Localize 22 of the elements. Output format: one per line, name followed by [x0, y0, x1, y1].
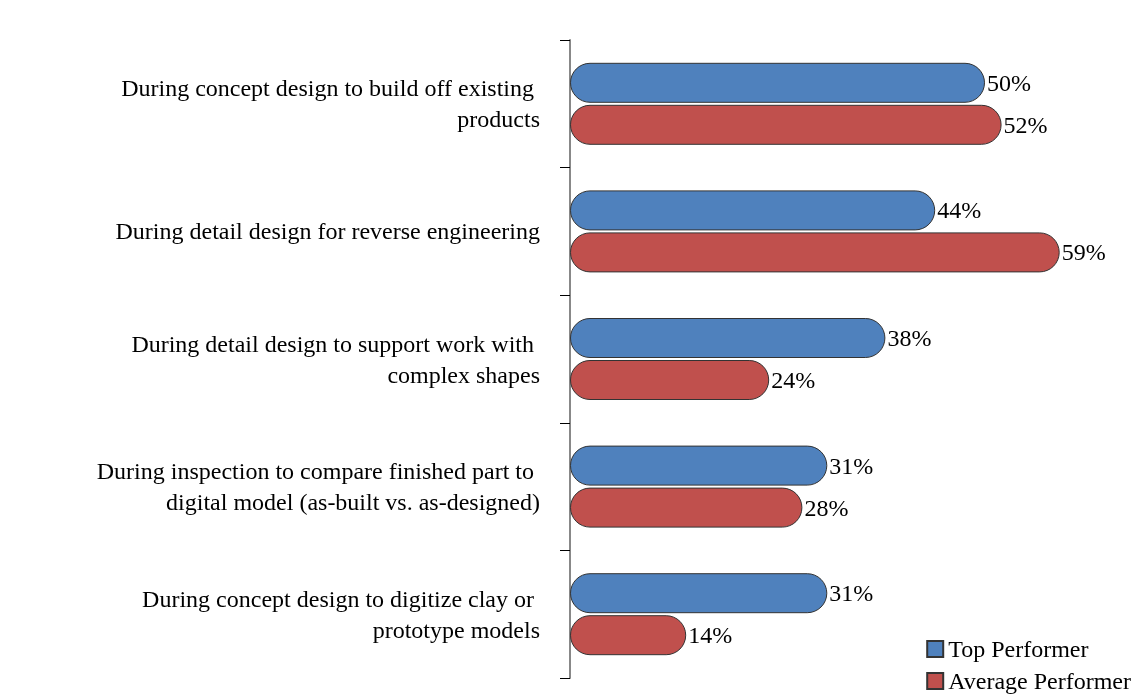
y-tick-label: During inspection to compare finished part to digital model (as-built vs. as-designed): [96, 458, 540, 516]
bar: [570, 573, 828, 614]
data-label: 28%: [804, 494, 849, 521]
legend-label: Average Performer: [948, 668, 1132, 694]
data-label: 44%: [937, 197, 982, 224]
data-label: 31%: [829, 452, 874, 479]
data-label: 31%: [829, 580, 874, 607]
data-label: 59%: [1061, 239, 1106, 266]
y-tick-label: During detail design for reverse engineering: [115, 218, 540, 245]
bar: [570, 62, 985, 103]
bar: [570, 360, 770, 400]
y-tick-label: During concept design to digitize clay or prototype models: [142, 585, 540, 643]
data-label: 14%: [688, 622, 733, 649]
bar: [570, 104, 1002, 145]
bar: [570, 318, 886, 358]
data-label: 52%: [1003, 111, 1048, 138]
data-label: 50%: [987, 69, 1031, 96]
legend-label: Top Performer: [948, 636, 1089, 662]
y-tick-label: During detail design to support work with complex shapes: [131, 330, 540, 388]
data-label: 24%: [771, 367, 816, 393]
data-label: 38%: [887, 325, 932, 351]
y-tick-label: During concept design to build off existing products: [121, 75, 540, 133]
